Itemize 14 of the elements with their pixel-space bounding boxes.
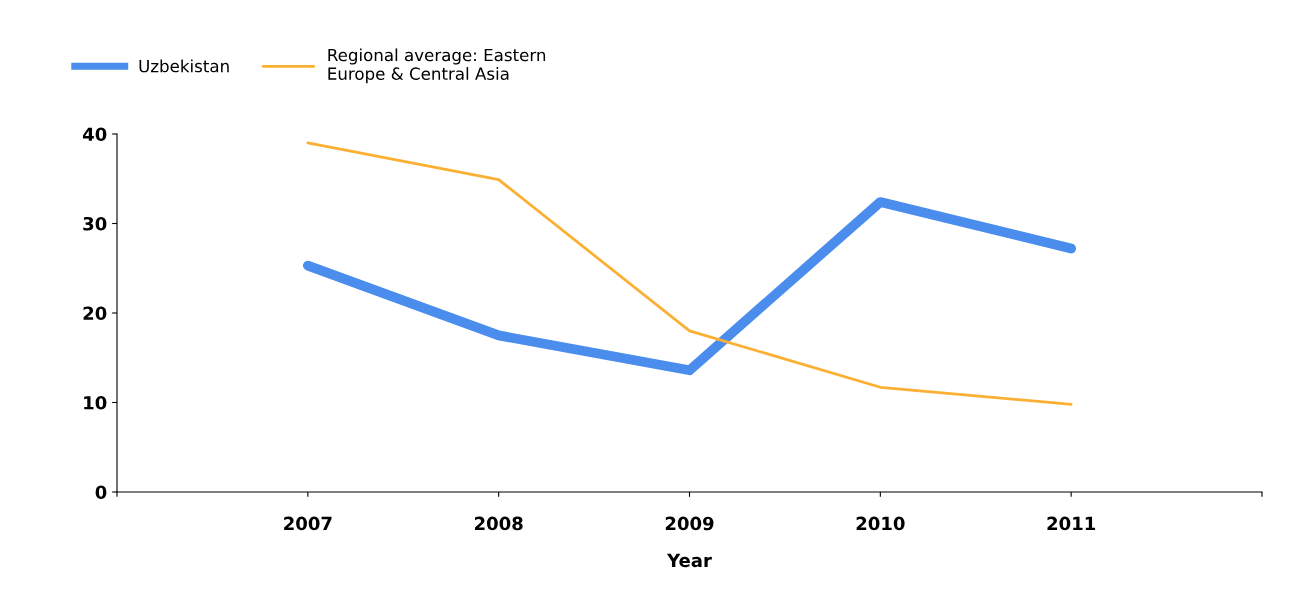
x-tick-label: 2009	[665, 516, 714, 531]
x-tick-label: 2008	[474, 516, 523, 531]
legend-label: Regional average: Eastern Europe & Central Asia	[328, 48, 546, 84]
x-axis-title: Year	[666, 553, 712, 568]
y-tick-label: 0	[95, 485, 107, 500]
line-series	[306, 141, 1073, 406]
y-tick-label: 20	[83, 306, 107, 321]
legend-label: Uzbekistan	[139, 59, 229, 73]
x-tick-label: 2010	[856, 516, 905, 531]
x-tick-label: 2007	[284, 516, 332, 531]
y-tick-label: 40	[82, 127, 107, 142]
x-tick-label: 2011	[1047, 516, 1096, 531]
y-tick-label: 30	[83, 216, 107, 231]
y-tick-label: 10	[84, 395, 107, 410]
